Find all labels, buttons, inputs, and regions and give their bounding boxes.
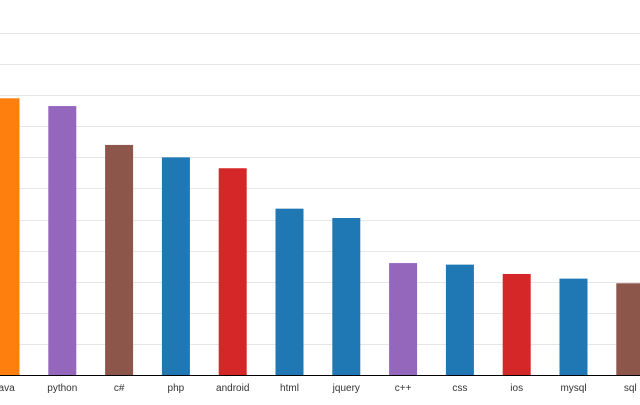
x-tick-label: python: [47, 383, 77, 394]
bar-c++: [389, 263, 418, 375]
bar-python: [48, 106, 77, 376]
bar-sql: [616, 283, 640, 375]
x-tick-label: css: [452, 383, 467, 394]
x-tick-label: html: [280, 383, 299, 394]
bar-c#: [105, 144, 134, 375]
x-tick-label: mysql: [560, 383, 586, 394]
bar-ios: [502, 273, 531, 375]
bar-css: [445, 264, 474, 375]
x-tick-label: c#: [114, 383, 125, 394]
x-tick-labels: java python c# php android html jquery c++ css io…: [0, 383, 637, 394]
x-tick-label: sql: [624, 383, 637, 394]
bar-jquery: [332, 217, 361, 375]
x-tick-label: ios: [510, 383, 523, 394]
bar-mysql: [559, 278, 588, 375]
x-tick-label: c++: [395, 383, 412, 394]
x-tick-label: java: [0, 383, 15, 394]
x-tick-label: android: [216, 383, 249, 394]
bar-php: [161, 157, 190, 375]
bar-html: [275, 208, 304, 375]
bars-group: [0, 98, 640, 376]
gridlines: [0, 33, 640, 345]
bar-java: [0, 98, 20, 376]
x-tick-label: jquery: [332, 383, 360, 394]
bar-android: [218, 168, 247, 375]
x-tick-label: php: [168, 383, 185, 394]
